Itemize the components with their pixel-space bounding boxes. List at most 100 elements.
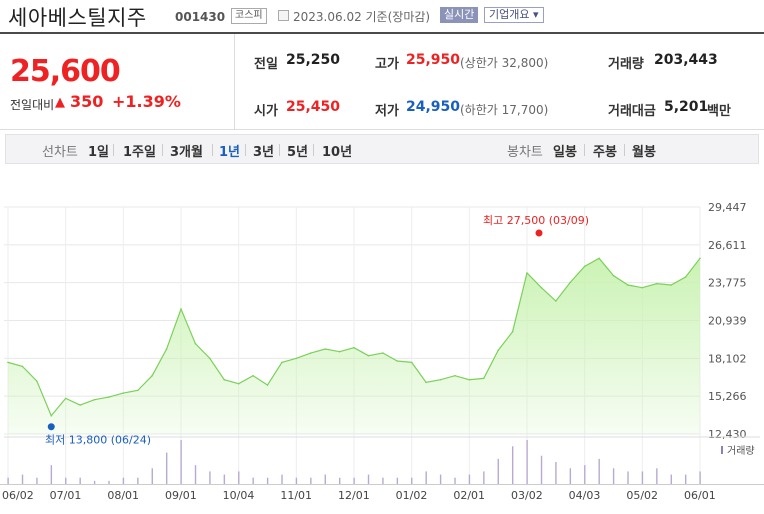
- amount-label: 거래대금: [608, 104, 656, 119]
- realtime-button[interactable]: 실시간: [440, 7, 479, 23]
- price-point: [382, 352, 384, 354]
- volume-bar: [223, 474, 226, 484]
- volume-bar: [281, 474, 283, 484]
- x-tick-label: 02/01: [453, 489, 486, 502]
- price-chart[interactable]: 29,447 26,611 23,775 20,939 18,102 15,266 12,4…: [0, 190, 764, 484]
- base-date: 2023.06.02 기준(장마감): [293, 10, 431, 24]
- prev-close-value: 25,250: [286, 52, 341, 68]
- volume-bar: [684, 474, 687, 484]
- price-point: [684, 276, 687, 278]
- tab-divider: [313, 144, 314, 156]
- volume-bar: [252, 477, 254, 484]
- tab-daily-candle[interactable]: 일봉: [553, 145, 577, 160]
- price-point: [50, 414, 53, 417]
- volume-bar: [454, 477, 456, 484]
- high-label: 고가: [375, 57, 399, 72]
- volume-bar: [584, 465, 586, 484]
- header-divider: [0, 32, 764, 34]
- tab-5year[interactable]: 5년: [287, 145, 309, 160]
- tab-1week[interactable]: 1주일: [123, 145, 156, 160]
- volume-bar: [79, 477, 81, 484]
- volume-bar: [540, 455, 543, 484]
- price-point: [79, 404, 81, 406]
- corp-overview-dropdown[interactable]: 기업개요 ▾: [484, 7, 544, 23]
- volume-bar: [180, 440, 182, 484]
- volume-bar: [511, 446, 514, 484]
- volume-bar: [65, 477, 67, 484]
- price-point: [367, 354, 370, 357]
- price-point: [136, 389, 139, 392]
- low-marker: [47, 423, 55, 431]
- volume-bar: [670, 474, 672, 484]
- tab-3month[interactable]: 3개월: [170, 145, 203, 160]
- low-label: 저가: [375, 104, 399, 119]
- volume-bar: [382, 477, 384, 484]
- x-tick-label: 05/02: [626, 489, 659, 502]
- x-tick-label: 06/02: [2, 489, 34, 502]
- price-point: [223, 378, 226, 381]
- price-point: [627, 284, 629, 286]
- x-tick-label: 12/01: [338, 489, 370, 502]
- tab-divider: [212, 144, 213, 156]
- volume-bar: [439, 474, 442, 484]
- x-tick-label: 08/01: [107, 489, 140, 502]
- price-point: [612, 274, 615, 277]
- volume-bar: [425, 471, 427, 484]
- x-tick-label: 11/01: [280, 489, 313, 502]
- tab-divider: [279, 144, 280, 156]
- volume-bar: [21, 474, 24, 484]
- price-rate: +1.39%: [112, 92, 181, 111]
- x-tick-label: 06/01: [684, 489, 716, 502]
- price-point: [36, 380, 38, 382]
- volume-legend: 거래량: [727, 445, 755, 457]
- tab-10year[interactable]: 10년: [322, 145, 353, 160]
- tab-weekly-candle[interactable]: 주봉: [593, 145, 617, 160]
- volume-bar: [483, 471, 485, 484]
- volume-bar: [627, 471, 629, 484]
- volume-bar: [367, 474, 370, 484]
- volume-bar: [7, 477, 9, 484]
- price-point: [237, 382, 240, 385]
- volume-bar: [266, 477, 269, 484]
- price-point: [526, 272, 528, 274]
- volume-bar: [598, 458, 600, 484]
- tab-1year[interactable]: 1년: [219, 145, 241, 160]
- volume-label: 거래량: [608, 57, 644, 72]
- x-tick-label: 09/01: [165, 489, 197, 502]
- volume-bar: [93, 480, 96, 484]
- tab-3year[interactable]: 3년: [253, 145, 275, 160]
- y-tick-label: 18,102: [708, 352, 747, 365]
- price-point: [555, 300, 557, 302]
- volume-bar: [238, 471, 240, 484]
- y-tick-label: 29,447: [708, 201, 747, 214]
- calendar-icon: [278, 10, 289, 21]
- tab-monthly-candle[interactable]: 월봉: [632, 145, 656, 160]
- price-point: [7, 361, 9, 364]
- price-point: [180, 308, 182, 310]
- tab-divider: [624, 144, 625, 156]
- volume-bar: [137, 477, 139, 484]
- price-point: [309, 352, 312, 354]
- up-arrow-icon: ▲: [55, 95, 65, 110]
- price-point: [511, 330, 514, 333]
- y-tick-label: 23,775: [708, 277, 747, 290]
- open-value: 25,450: [286, 99, 341, 115]
- upper-limit: (상한가 32,800): [460, 56, 549, 70]
- price-point: [122, 392, 125, 394]
- volume-bar: [165, 452, 168, 484]
- x-tick-label: 07/01: [49, 489, 82, 502]
- high-marker: [535, 229, 543, 237]
- volume-value: 203,443: [654, 52, 718, 68]
- tab-divider: [113, 144, 114, 156]
- price-point: [583, 265, 586, 268]
- current-price: 25,600: [10, 54, 121, 89]
- tab-divider: [584, 144, 585, 156]
- y-tick-label: 20,939: [708, 315, 747, 328]
- price-point: [439, 378, 442, 381]
- price-area: [8, 258, 700, 434]
- tab-1day[interactable]: 1일: [88, 145, 110, 160]
- high-label: 최고 27,500 (03/09): [483, 214, 589, 227]
- price-point: [699, 257, 701, 260]
- y-tick-label: 12,430: [708, 428, 747, 441]
- price-point: [338, 350, 341, 353]
